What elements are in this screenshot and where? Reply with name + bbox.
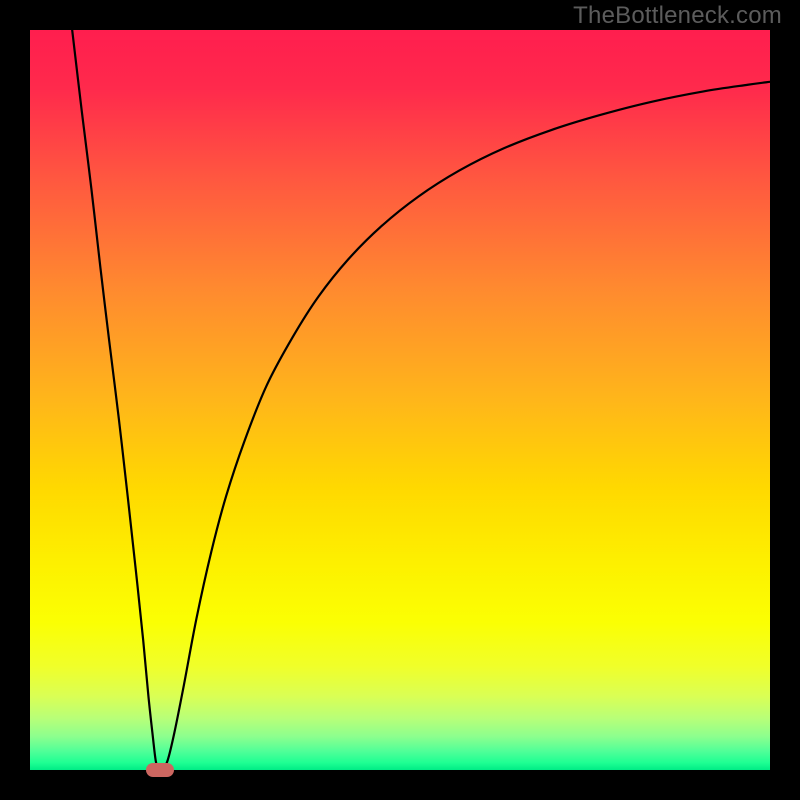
bottleneck-curve bbox=[72, 30, 770, 770]
chart-canvas: TheBottleneck.com bbox=[0, 0, 800, 800]
plot-area bbox=[30, 30, 770, 770]
curve-layer bbox=[30, 30, 770, 770]
optimum-marker bbox=[146, 763, 174, 777]
watermark: TheBottleneck.com bbox=[573, 2, 782, 30]
